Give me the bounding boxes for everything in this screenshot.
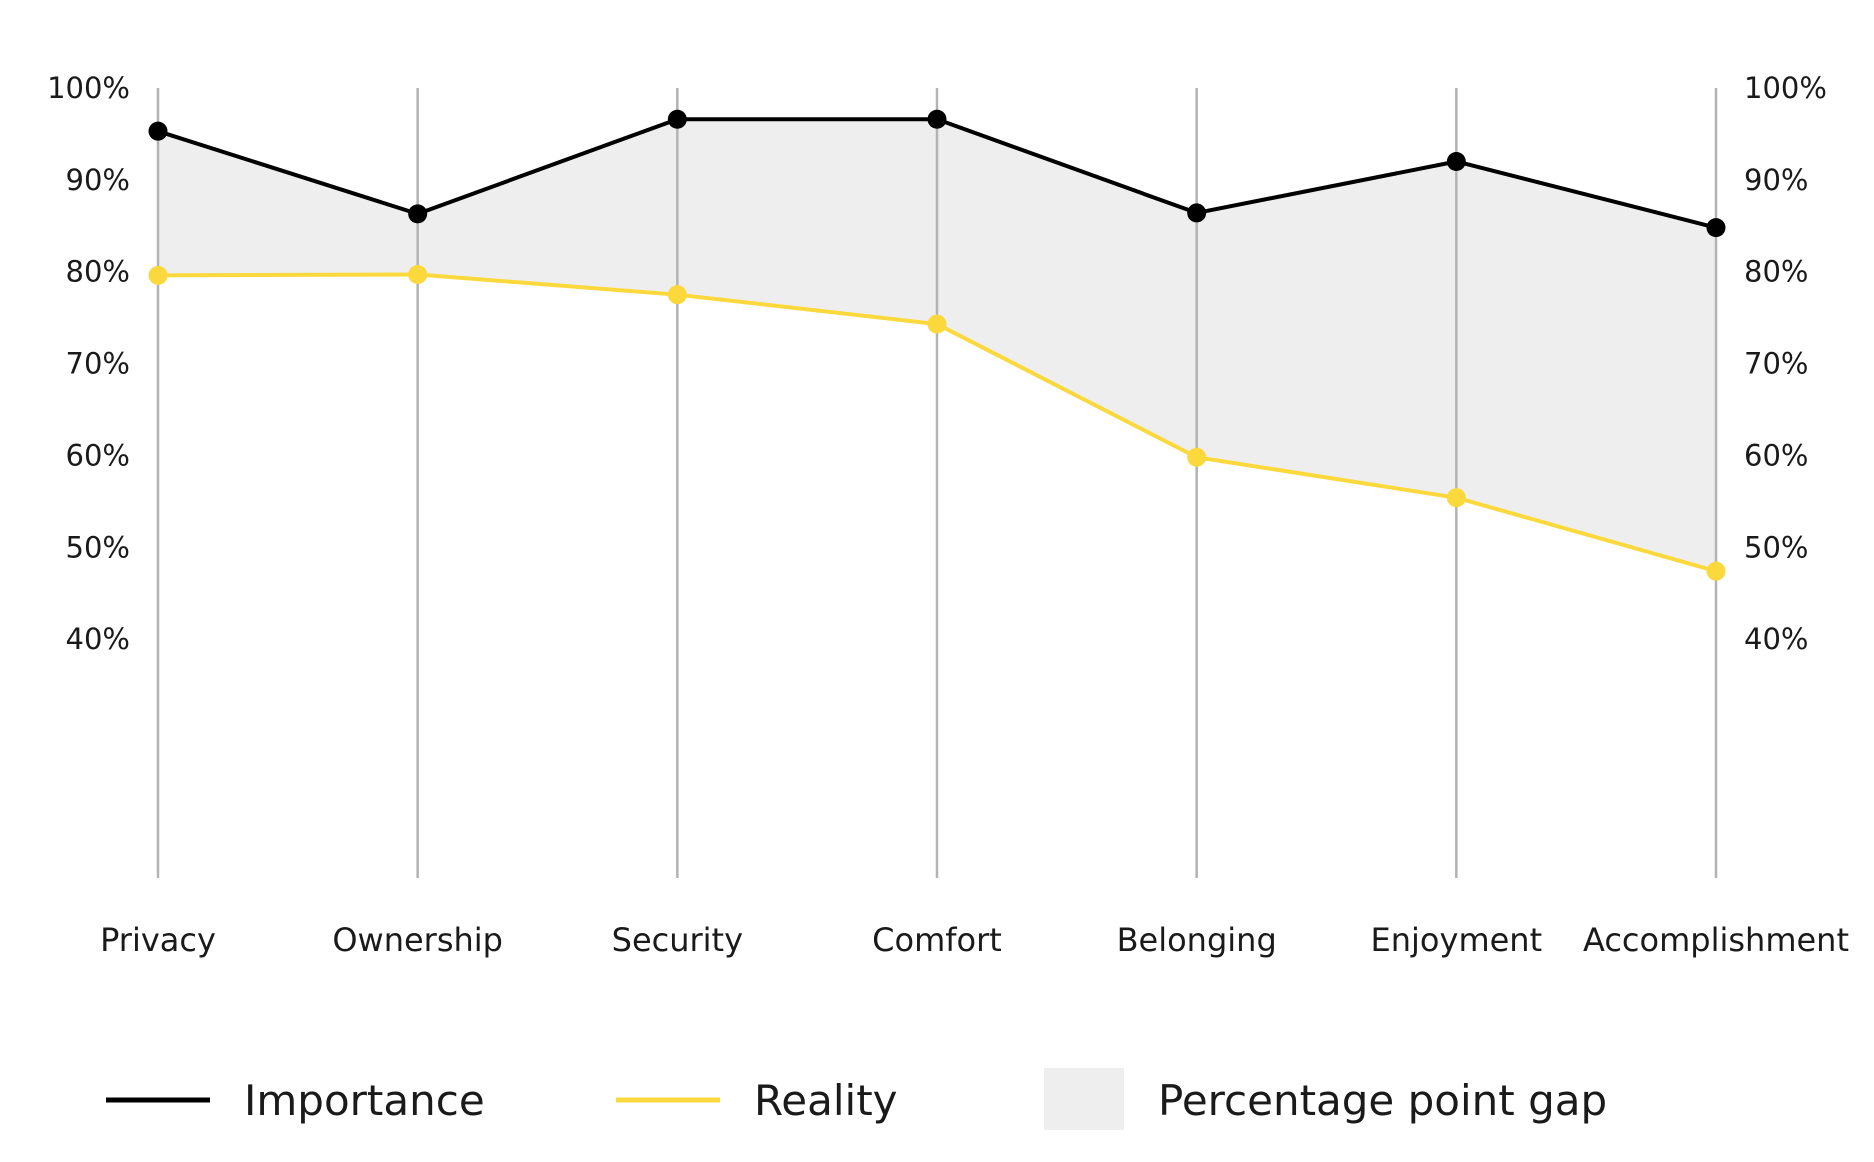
legend-gap-label: Percentage point gap (1158, 1076, 1607, 1125)
y-tick-left-50: 50% (66, 530, 130, 564)
point-importance-ownership (408, 204, 428, 224)
x-label-privacy: Privacy (100, 921, 216, 959)
point-reality-comfort (927, 314, 947, 334)
y-tick-right-70: 70% (1744, 347, 1808, 381)
point-importance-comfort (927, 109, 947, 129)
legend-reality-label: Reality (754, 1076, 898, 1125)
y-tick-left-100: 100% (47, 71, 130, 105)
x-label-accomplishment: Accomplishment (1583, 921, 1849, 959)
x-label-security: Security (612, 921, 743, 959)
y-tick-left-40: 40% (66, 622, 130, 656)
x-label-comfort: Comfort (872, 921, 1002, 959)
point-importance-enjoyment (1446, 151, 1466, 171)
y-tick-right-90: 90% (1744, 163, 1808, 197)
y-tick-right-80: 80% (1744, 255, 1808, 289)
point-reality-accomplishment (1706, 561, 1726, 581)
x-label-belonging: Belonging (1117, 921, 1277, 959)
y-tick-left-80: 80% (66, 255, 130, 289)
point-reality-enjoyment (1446, 488, 1466, 508)
point-reality-privacy (148, 265, 168, 285)
point-importance-belonging (1187, 203, 1207, 223)
y-tick-right-40: 40% (1744, 622, 1808, 656)
y-tick-right-60: 60% (1744, 438, 1808, 472)
y-tick-left-70: 70% (66, 347, 130, 381)
y-axis-ticks: 40% 40% 50% 50% 60% 60% 70% 70% 80% 80% 90% 90% 100%… (47, 71, 1827, 656)
point-importance-security (667, 109, 687, 129)
point-reality-ownership (408, 264, 428, 284)
x-label-ownership: Ownership (332, 921, 503, 959)
x-label-enjoyment: Enjoyment (1371, 921, 1543, 959)
y-tick-right-100: 100% (1744, 71, 1827, 105)
legend: Importance Reality Percentage point gap (106, 1068, 1607, 1130)
point-importance-privacy (148, 121, 168, 141)
series-layer (148, 109, 1726, 581)
point-reality-belonging (1187, 447, 1207, 467)
point-reality-security (667, 285, 687, 305)
y-tick-left-60: 60% (66, 438, 130, 472)
legend-importance-label: Importance (244, 1076, 485, 1125)
x-axis-labels: Privacy Ownership Security Comfort Belonging… (100, 921, 1849, 959)
legend-gap-swatch (1044, 1068, 1124, 1130)
point-importance-accomplishment (1706, 218, 1726, 238)
y-tick-right-50: 50% (1744, 530, 1808, 564)
y-tick-left-90: 90% (66, 163, 130, 197)
gap-area (158, 119, 1716, 572)
gap-area-layer (158, 119, 1716, 572)
